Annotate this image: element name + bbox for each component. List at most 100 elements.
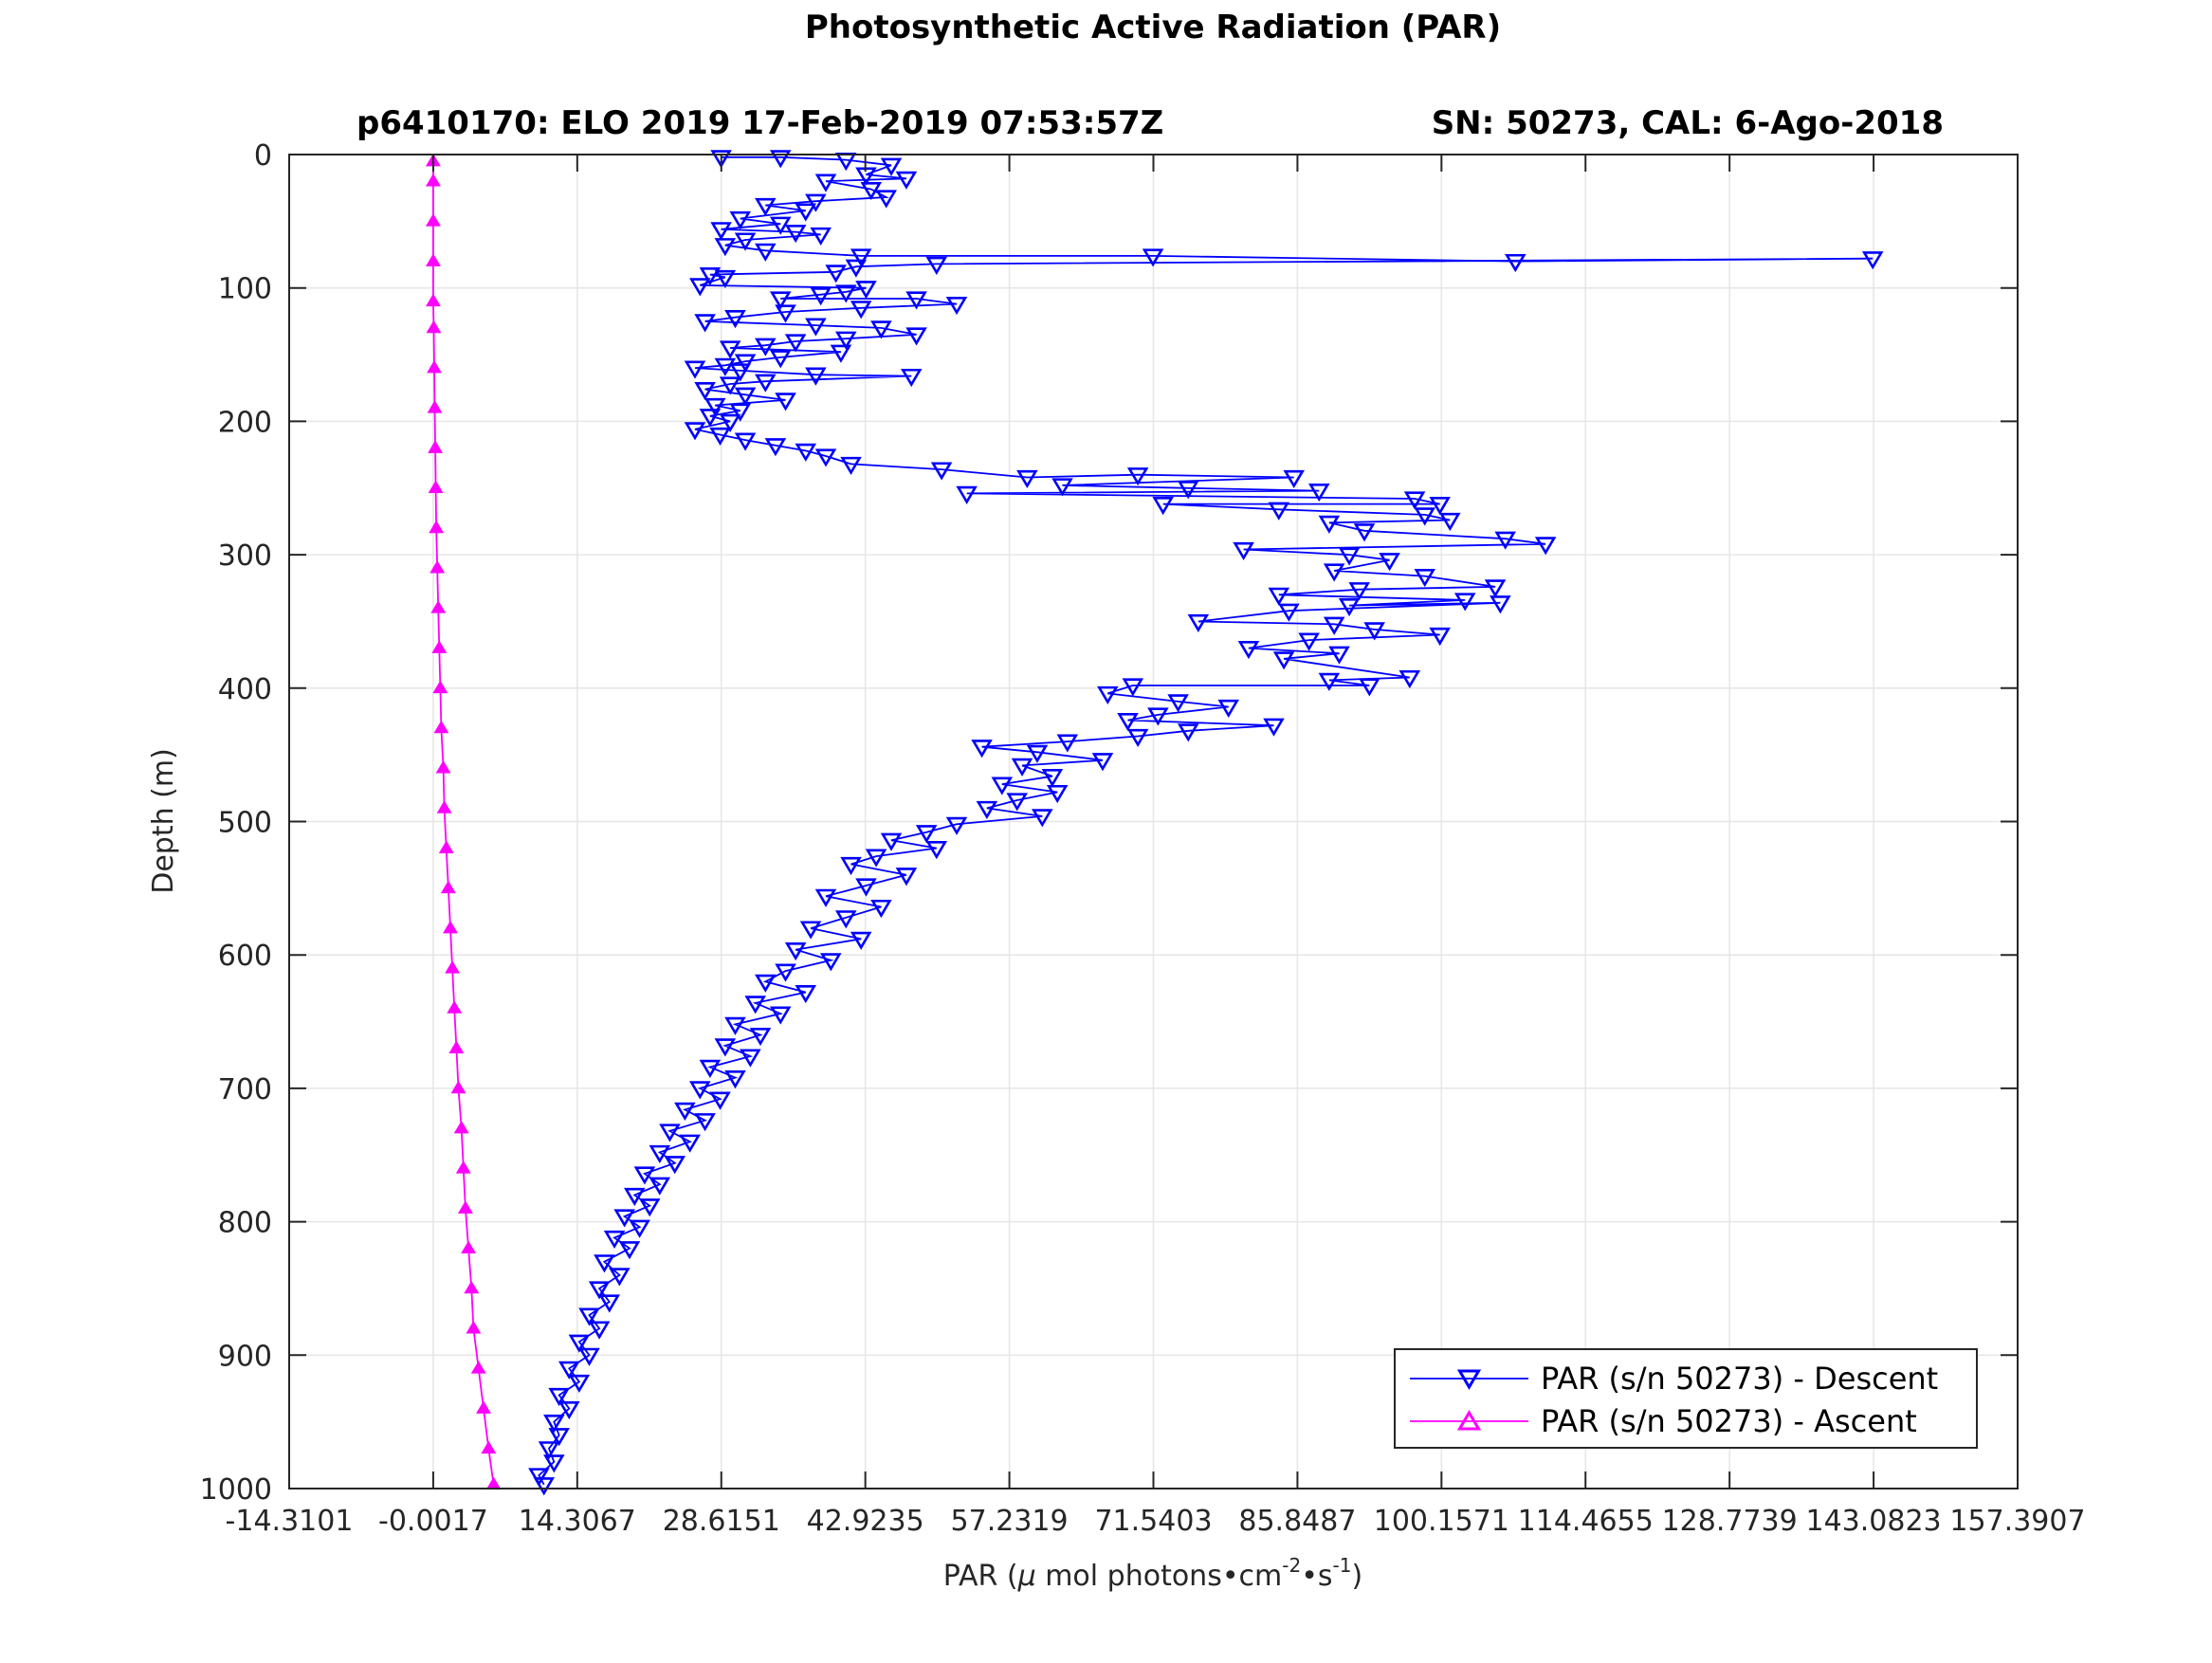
x-tick-label: -0.0017	[378, 1505, 488, 1538]
descent-point	[945, 816, 968, 835]
descent-point	[855, 878, 877, 897]
descent-point	[1268, 587, 1290, 606]
descent-point	[805, 367, 827, 386]
x-axis-label-mid: mol photons•cm	[1036, 1560, 1283, 1593]
descent-point	[664, 1156, 686, 1175]
descent-point	[719, 413, 741, 432]
descent-point	[714, 238, 737, 257]
descent-point	[1398, 669, 1421, 689]
descent-point	[1323, 616, 1345, 635]
descent-point	[719, 376, 741, 395]
descent-point	[905, 327, 927, 346]
descent-point	[724, 1016, 746, 1035]
descent-point	[1126, 467, 1149, 486]
descent-point	[830, 344, 852, 363]
descent-point	[1283, 469, 1305, 489]
descent-point	[734, 387, 757, 406]
descent-point	[880, 157, 903, 176]
x-axis-label-suffix: )	[1351, 1560, 1362, 1593]
x-tick-label: 57.2319	[951, 1505, 1069, 1538]
descent-point	[609, 1268, 631, 1287]
descent-point	[865, 849, 887, 868]
descent-point	[1505, 253, 1526, 273]
descent-point	[1494, 531, 1516, 550]
legend-ascent-marker	[1456, 1410, 1482, 1431]
descent-point	[724, 310, 746, 329]
descent-point	[1323, 563, 1345, 582]
ascent-point	[447, 1000, 463, 1014]
descent-point	[840, 456, 862, 475]
descent-point	[956, 485, 978, 504]
descent-point	[795, 203, 817, 222]
series-layer	[426, 150, 1884, 1496]
descent-point	[694, 1113, 716, 1132]
descent-point	[734, 354, 757, 373]
descent-point	[1011, 758, 1033, 777]
descent-point	[860, 181, 883, 201]
descent-point	[1298, 632, 1320, 651]
legend-descent-marker	[1456, 1369, 1482, 1390]
ascent-point	[427, 400, 443, 413]
descent-point	[533, 1477, 555, 1496]
descent-point	[568, 1334, 591, 1353]
descent-point	[905, 291, 927, 310]
descent-point	[925, 841, 948, 860]
descent-point	[699, 409, 722, 428]
descent-point	[915, 825, 938, 844]
descent-point	[709, 427, 731, 447]
descent-point	[1091, 753, 1114, 772]
x-tick-label: 143.0823	[1806, 1505, 1942, 1538]
x-tick-label: 114.4655	[1518, 1505, 1654, 1538]
descent-point	[784, 941, 807, 961]
descent-point	[558, 1400, 580, 1420]
descent-point	[714, 1038, 737, 1057]
descent-point	[769, 150, 792, 169]
descent-point	[976, 800, 998, 819]
descent-point	[1534, 537, 1557, 556]
descent-point	[1484, 579, 1507, 598]
descent-point	[840, 856, 862, 876]
descent-point	[598, 1294, 621, 1313]
ascent-point	[461, 1240, 477, 1254]
x-tick-label: 42.9235	[807, 1505, 924, 1538]
descent-point	[603, 1230, 626, 1250]
ascent-point	[443, 920, 458, 934]
descent-point	[795, 985, 817, 1004]
y-tick-label: 600	[218, 940, 272, 973]
descent-point	[850, 931, 872, 950]
descent-point	[568, 1374, 591, 1394]
descent-point	[633, 1166, 656, 1185]
descent-point	[1338, 547, 1361, 566]
descent-point	[558, 1361, 580, 1380]
legend: PAR (s/n 50273) - Descent PAR (s/n 50273…	[1394, 1348, 1978, 1449]
chart-subtitle-right: SN: 50273, CAL: 6-Ago-2018	[1432, 104, 1944, 142]
descent-point	[674, 1102, 696, 1121]
descent-point	[814, 448, 837, 467]
descent-point	[1217, 699, 1239, 719]
descent-point	[1177, 481, 1199, 500]
descent-point	[1041, 769, 1064, 788]
descent-point	[1016, 469, 1038, 489]
y-tick-label: 1000	[200, 1473, 272, 1507]
descent-point	[1126, 728, 1149, 748]
descent-point	[1439, 512, 1461, 532]
descent-point	[1122, 678, 1144, 697]
ascent-point	[481, 1440, 497, 1454]
ascent-point	[466, 1320, 482, 1334]
descent-point	[1032, 809, 1053, 828]
descent-point	[699, 1059, 722, 1078]
descent-point	[1359, 678, 1380, 697]
descent-point	[850, 248, 872, 267]
y-tick-label: 800	[218, 1207, 272, 1240]
ticks: -14.3101 -0.0017 14.3067 28.6151 42.9235 57.2…	[200, 139, 2086, 1538]
descent-point	[638, 1198, 661, 1217]
descent-point	[784, 334, 807, 353]
descent-point	[694, 314, 716, 333]
x-tick-label: -14.3101	[226, 1505, 354, 1538]
descent-point	[694, 382, 716, 401]
descent-point	[845, 259, 868, 278]
descent-point	[740, 1049, 761, 1068]
ascent-point	[464, 1280, 480, 1294]
descent-point	[755, 974, 777, 993]
